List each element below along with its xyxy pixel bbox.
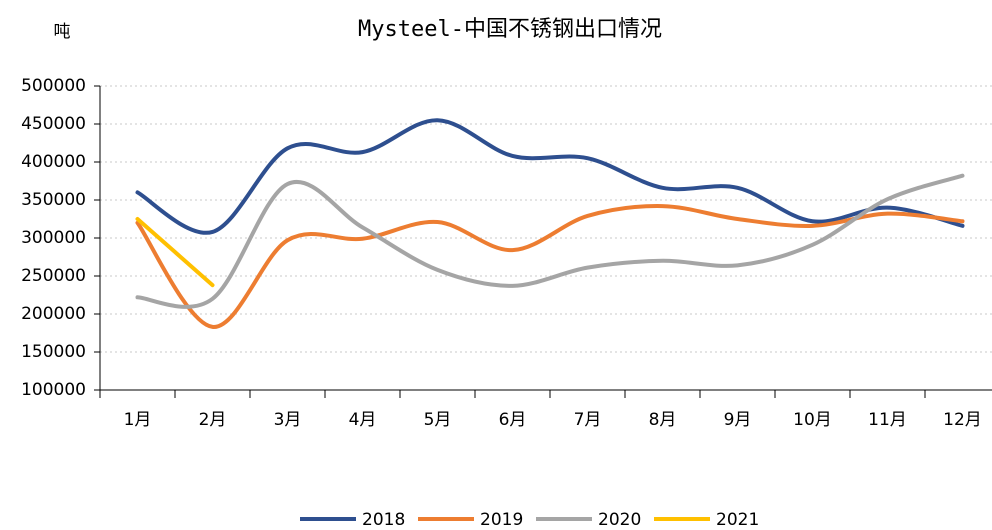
series-line [135, 204, 965, 329]
y-tick-label: 450000 [21, 114, 86, 134]
legend-label: 2021 [716, 510, 759, 530]
y-tick-label: 200000 [21, 304, 86, 324]
x-tick-label: 6月 [499, 410, 527, 430]
series-line [135, 173, 965, 309]
x-tick-label: 11月 [868, 410, 907, 430]
legend-label: 2018 [362, 510, 405, 530]
y-tick-label: 150000 [21, 342, 86, 362]
y-tick-label: 350000 [21, 190, 86, 210]
x-tick-label: 7月 [574, 410, 602, 430]
x-tick-label: 10月 [793, 410, 832, 430]
y-tick-label: 100000 [21, 380, 86, 400]
x-tick-label: 4月 [349, 410, 377, 430]
legend-label: 2019 [480, 510, 523, 530]
series-line [135, 118, 965, 235]
y-axis-label: 吨 [54, 22, 71, 42]
y-tick-label: 400000 [21, 152, 86, 172]
y-tick-label: 500000 [21, 76, 86, 96]
x-tick-label: 3月 [274, 410, 302, 430]
legend-label: 2020 [598, 510, 641, 530]
x-tick-label: 5月 [424, 410, 452, 430]
x-tick-label: 12月 [943, 410, 982, 430]
chart-title: Mysteel-中国不锈钢出口情况 [358, 17, 662, 42]
y-tick-label: 250000 [21, 266, 86, 286]
x-tick-label: 2月 [199, 410, 227, 430]
x-tick-label: 8月 [649, 410, 677, 430]
x-tick-label: 1月 [124, 410, 152, 430]
series-line [135, 217, 215, 288]
x-tick-label: 9月 [724, 410, 752, 430]
y-tick-label: 300000 [21, 228, 86, 248]
